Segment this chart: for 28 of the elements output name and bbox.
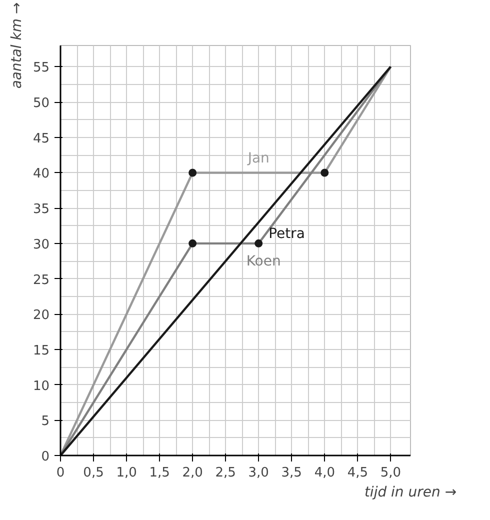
y-tick-label: 30 bbox=[32, 237, 50, 252]
x-tick-label: 2,5 bbox=[215, 466, 236, 480]
x-tick-label: 2,0 bbox=[182, 466, 203, 480]
y-axis-title: aantal km → bbox=[8, 2, 25, 89]
y-tick-label: 45 bbox=[32, 131, 50, 146]
y-tick-label: 55 bbox=[32, 60, 50, 76]
x-tick-label: 0,5 bbox=[83, 466, 104, 480]
x-tick-label: 4,5 bbox=[347, 466, 368, 480]
y-tick-label: 10 bbox=[32, 378, 50, 394]
y-tick-label: 15 bbox=[32, 343, 50, 358]
x-axis-title: tijd in uren → bbox=[364, 484, 457, 500]
series-label: Koen bbox=[246, 253, 281, 270]
y-tick-label: 25 bbox=[32, 272, 50, 288]
x-tick-label: 3,5 bbox=[281, 466, 302, 480]
x-tick-label: 0 bbox=[56, 466, 65, 480]
x-tick-label: 4,0 bbox=[314, 466, 335, 480]
y-tick-label: 0 bbox=[41, 450, 50, 464]
x-tick-label: 1,5 bbox=[149, 466, 170, 480]
y-tick-label: 50 bbox=[32, 96, 50, 112]
y-tick-label: 40 bbox=[32, 166, 50, 182]
x-tick-label: 1,0 bbox=[116, 466, 137, 480]
series-label: Jan bbox=[246, 150, 270, 167]
y-tick-label: 35 bbox=[32, 202, 50, 218]
x-tick-label: 3,0 bbox=[248, 466, 269, 480]
y-tick-label: 20 bbox=[32, 308, 50, 324]
x-tick-label: 5,0 bbox=[380, 466, 402, 480]
series-label: Petra bbox=[268, 226, 306, 242]
y-tick-label: 5 bbox=[41, 414, 50, 430]
